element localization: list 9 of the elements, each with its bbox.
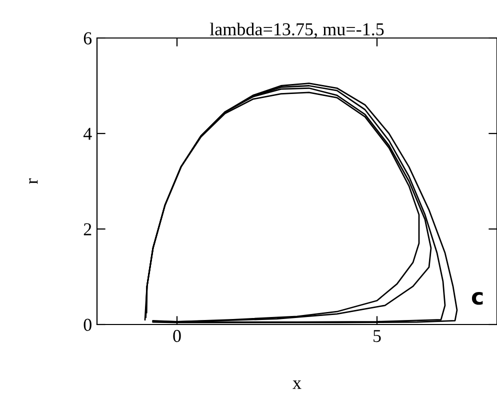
- y-axis-title: r: [29, 178, 38, 184]
- y-tick-label: 4: [83, 128, 92, 140]
- x-axis-title: x: [292, 380, 302, 389]
- y-tick-label: 2: [84, 223, 92, 236]
- annotation: c: [472, 292, 483, 305]
- chart-title: lambda=13.75, mu=-1.5: [210, 22, 384, 38]
- y-tick-label: 6: [84, 32, 92, 44]
- y-tick-label: 0: [84, 318, 92, 331]
- x-tick-label: 5: [374, 330, 381, 342]
